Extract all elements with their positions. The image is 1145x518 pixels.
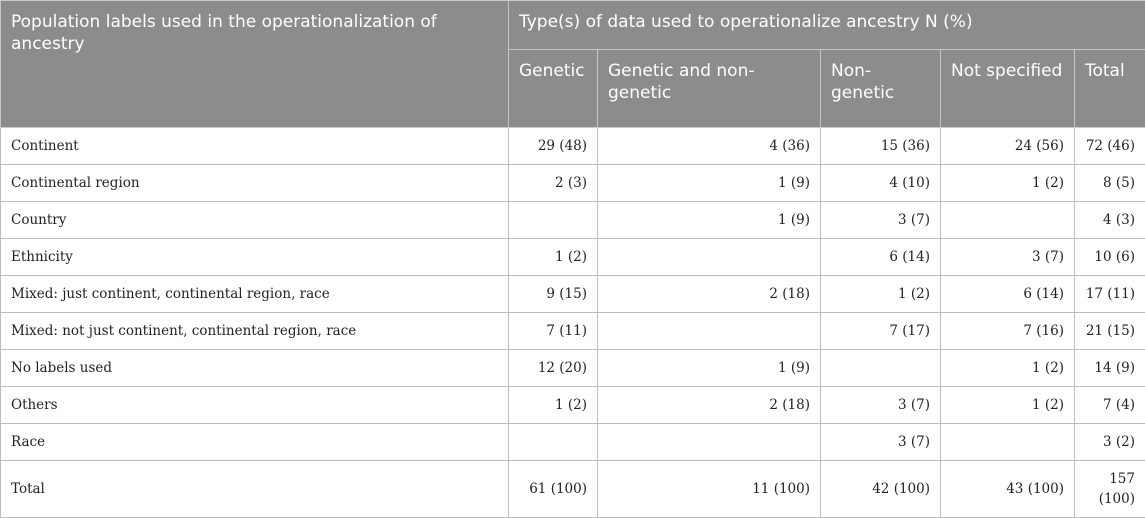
cell-non-genetic: 6 (14) (821, 239, 941, 276)
column-header-not-specified: Not specified (941, 50, 1075, 128)
cell-not-specified: 7 (16) (941, 313, 1075, 350)
cell-non-genetic: 3 (7) (821, 387, 941, 424)
cell-non-genetic: 3 (7) (821, 202, 941, 239)
cell-genetic: 1 (2) (509, 387, 598, 424)
group-header: Type(s) of data used to operationalize a… (509, 1, 1145, 50)
cell-non-genetic (821, 350, 941, 387)
row-label: Mixed: just continent, continental regio… (1, 276, 509, 313)
cell-total: 4 (3) (1075, 202, 1145, 239)
cell-genetic-and-non-genetic: 4 (36) (598, 128, 821, 165)
cell-genetic-and-non-genetic: 2 (18) (598, 276, 821, 313)
cell-total: 157 (100) (1075, 461, 1145, 518)
row-label: Country (1, 202, 509, 239)
table-row: Others 1 (2) 2 (18) 3 (7) 1 (2) 7 (4) (1, 387, 1145, 424)
cell-genetic-and-non-genetic: 1 (9) (598, 202, 821, 239)
row-label: No labels used (1, 350, 509, 387)
column-header-total: Total (1075, 50, 1145, 128)
table-row-total: Total 61 (100) 11 (100) 42 (100) 43 (100… (1, 461, 1145, 518)
cell-not-specified: 3 (7) (941, 239, 1075, 276)
cell-genetic: 29 (48) (509, 128, 598, 165)
table-row: Country 1 (9) 3 (7) 4 (3) (1, 202, 1145, 239)
cell-non-genetic: 7 (17) (821, 313, 941, 350)
row-label-header: Population labels used in the operationa… (1, 1, 509, 128)
column-header-genetic-and-non-genetic: Genetic and non-genetic (598, 50, 821, 128)
cell-total: 17 (11) (1075, 276, 1145, 313)
column-header-non-genetic: Non-genetic (821, 50, 941, 128)
cell-non-genetic: 1 (2) (821, 276, 941, 313)
table-row: Continent 29 (48) 4 (36) 15 (36) 24 (56)… (1, 128, 1145, 165)
cell-genetic: 12 (20) (509, 350, 598, 387)
cell-genetic: 9 (15) (509, 276, 598, 313)
table-row: Race 3 (7) 3 (2) (1, 424, 1145, 461)
cell-genetic: 7 (11) (509, 313, 598, 350)
cell-not-specified (941, 424, 1075, 461)
row-label: Total (1, 461, 509, 518)
row-label: Continent (1, 128, 509, 165)
table-row: Mixed: not just continent, continental r… (1, 313, 1145, 350)
cell-genetic-and-non-genetic (598, 239, 821, 276)
cell-total: 8 (5) (1075, 165, 1145, 202)
cell-not-specified: 1 (2) (941, 350, 1075, 387)
cell-total: 14 (9) (1075, 350, 1145, 387)
cell-total: 10 (6) (1075, 239, 1145, 276)
cell-not-specified: 1 (2) (941, 387, 1075, 424)
row-label: Race (1, 424, 509, 461)
cell-not-specified: 6 (14) (941, 276, 1075, 313)
cell-non-genetic: 4 (10) (821, 165, 941, 202)
row-label: Continental region (1, 165, 509, 202)
table-row: No labels used 12 (20) 1 (9) 1 (2) 14 (9… (1, 350, 1145, 387)
cell-genetic-and-non-genetic (598, 424, 821, 461)
table-row: Continental region 2 (3) 1 (9) 4 (10) 1 … (1, 165, 1145, 202)
row-label: Others (1, 387, 509, 424)
cell-non-genetic: 42 (100) (821, 461, 941, 518)
cell-genetic: 61 (100) (509, 461, 598, 518)
cell-genetic: 2 (3) (509, 165, 598, 202)
cell-not-specified: 1 (2) (941, 165, 1075, 202)
table-header: Population labels used in the operationa… (1, 1, 1145, 128)
cell-not-specified: 24 (56) (941, 128, 1075, 165)
row-label: Ethnicity (1, 239, 509, 276)
cell-non-genetic: 15 (36) (821, 128, 941, 165)
cell-not-specified (941, 202, 1075, 239)
column-header-genetic: Genetic (509, 50, 598, 128)
table-row: Mixed: just continent, continental regio… (1, 276, 1145, 313)
cell-genetic (509, 424, 598, 461)
cell-total: 3 (2) (1075, 424, 1145, 461)
cell-non-genetic: 3 (7) (821, 424, 941, 461)
cell-genetic (509, 202, 598, 239)
cell-not-specified: 43 (100) (941, 461, 1075, 518)
cell-genetic: 1 (2) (509, 239, 598, 276)
cell-genetic-and-non-genetic: 2 (18) (598, 387, 821, 424)
row-label: Mixed: not just continent, continental r… (1, 313, 509, 350)
table-row: Ethnicity 1 (2) 6 (14) 3 (7) 10 (6) (1, 239, 1145, 276)
cell-total: 7 (4) (1075, 387, 1145, 424)
cell-total: 72 (46) (1075, 128, 1145, 165)
cell-total: 21 (15) (1075, 313, 1145, 350)
cell-genetic-and-non-genetic: 11 (100) (598, 461, 821, 518)
cell-genetic-and-non-genetic (598, 313, 821, 350)
table-body: Continent 29 (48) 4 (36) 15 (36) 24 (56)… (1, 128, 1145, 518)
cell-genetic-and-non-genetic: 1 (9) (598, 350, 821, 387)
cell-genetic-and-non-genetic: 1 (9) (598, 165, 821, 202)
